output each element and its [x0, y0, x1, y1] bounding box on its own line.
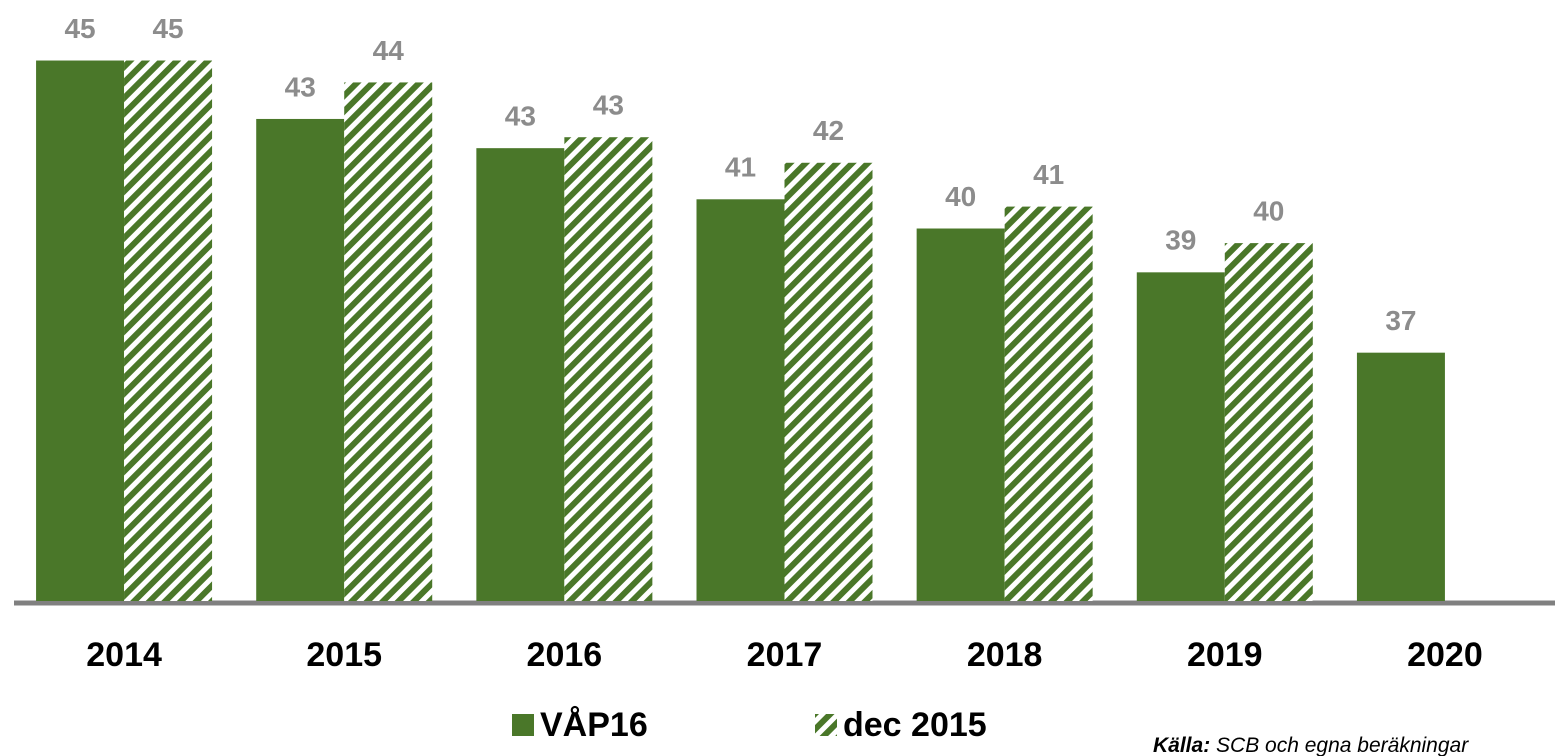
legend-swatch: [815, 714, 837, 736]
value-label: 43: [593, 90, 624, 121]
bar: [344, 82, 433, 602]
bar: [1136, 272, 1225, 601]
value-label: 41: [725, 152, 756, 183]
x-tick-label: 2016: [527, 636, 603, 674]
legend-label: dec 2015: [843, 706, 987, 744]
x-tick-label: 2018: [967, 636, 1043, 674]
bar: [564, 137, 653, 601]
legend-label: VÅP16: [540, 706, 648, 744]
legend-swatch: [512, 714, 534, 736]
bar: [696, 199, 785, 601]
bar: [256, 118, 345, 601]
value-label: 42: [813, 115, 844, 146]
bar: [476, 148, 565, 601]
bar: [1004, 206, 1093, 601]
bar: [1356, 352, 1445, 601]
value-label: 44: [373, 35, 405, 66]
value-label: 40: [945, 181, 976, 212]
x-tick-label: 2015: [306, 636, 382, 674]
value-label: 43: [285, 71, 316, 102]
x-tick-label: 2020: [1407, 636, 1483, 674]
source-label: Källa:: [1153, 734, 1210, 756]
value-label: 39: [1165, 225, 1196, 256]
value-label: 43: [505, 101, 536, 132]
value-label: 45: [64, 13, 95, 44]
bar: [784, 162, 873, 601]
x-tick-label: 2014: [86, 636, 162, 674]
value-label: 37: [1385, 305, 1416, 336]
bar: [916, 228, 1005, 601]
source: Källa: SCB och egna beräkningar: [1153, 734, 1469, 756]
source-text: SCB och egna beräkningar: [1216, 734, 1469, 756]
x-tick-label: 2017: [747, 636, 823, 674]
bar: [1224, 243, 1313, 601]
x-tick-label: 2019: [1187, 636, 1263, 674]
value-label: 45: [152, 13, 183, 44]
bar: [124, 60, 213, 602]
bar: [36, 60, 125, 602]
value-label: 41: [1033, 159, 1064, 190]
value-label: 40: [1253, 196, 1284, 227]
